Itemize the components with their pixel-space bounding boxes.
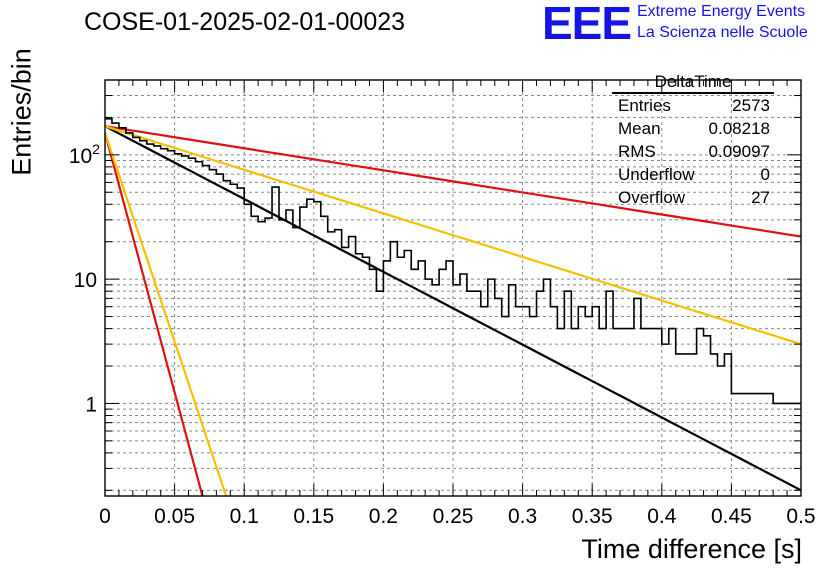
- stats-row-overflow: Overflow 27: [612, 186, 774, 209]
- fit-curve: [104, 125, 802, 492]
- x-tick-label: 0.5: [786, 505, 815, 528]
- y-axis-label: Entries/bin: [6, 48, 37, 176]
- x-axis-label: Time difference [s]: [581, 534, 802, 564]
- x-tick-label: 0.4: [647, 505, 677, 528]
- fit-curves: [103, 125, 802, 497]
- stats-label: Underflow: [618, 165, 695, 184]
- fit-curve: [104, 125, 802, 346]
- stats-label: Entries: [618, 96, 671, 115]
- y-tick-labels: 1 10 102: [69, 141, 100, 417]
- x-tick-label: 0.35: [572, 505, 613, 528]
- stats-value: 0.08218: [708, 119, 770, 138]
- stats-label: Overflow: [618, 188, 686, 207]
- histogram-line: [105, 117, 801, 405]
- stats-value: 2573: [732, 96, 770, 115]
- x-tick-label: 0.05: [154, 505, 195, 528]
- y-tick-label: 1: [85, 393, 97, 416]
- stats-value: 0.09097: [708, 142, 770, 161]
- stats-row-entries: Entries 2573: [612, 94, 774, 117]
- stats-title: DeltaTime: [612, 72, 774, 94]
- x-tick-labels: 0 0.05 0.1 0.15 0.2 0.25 0.3 0.35 0.4 0.45 0.5: [99, 505, 815, 528]
- fit-curve: [104, 125, 802, 238]
- fit-curve: [103, 132, 228, 497]
- y-tick-label: 10: [74, 269, 97, 292]
- x-tick-label: 0: [99, 505, 111, 528]
- axis-ticks: [104, 79, 802, 496]
- logo-subtitle-2: La Scienza nelle Scuole: [637, 24, 808, 41]
- stats-row-rms: RMS 0.09097: [612, 140, 774, 163]
- histogram-series: [105, 117, 801, 405]
- eee-logo: EEE: [542, 0, 632, 49]
- logo-subtitle-1: Extreme Energy Events: [637, 3, 806, 20]
- x-tick-label: 0.3: [508, 505, 537, 528]
- plot-title: COSE-01-2025-02-01-00023: [84, 8, 406, 36]
- stats-row-underflow: Underflow 0: [612, 163, 774, 186]
- stats-label: RMS: [618, 142, 656, 161]
- stats-value: 0: [760, 165, 770, 184]
- stats-value: 27: [751, 188, 770, 207]
- stats-row-mean: Mean 0.08218: [612, 117, 774, 140]
- y-tick-label: 102: [69, 141, 100, 168]
- x-tick-label: 0.2: [369, 505, 398, 528]
- x-tick-label: 0.15: [293, 505, 334, 528]
- x-tick-label: 0.1: [230, 505, 259, 528]
- stats-label: Mean: [618, 119, 661, 138]
- fit-curve: [103, 132, 204, 497]
- stats-box: DeltaTime Entries 2573 Mean 0.08218 RMS …: [612, 72, 774, 209]
- x-tick-label: 0.25: [433, 505, 474, 528]
- x-tick-label: 0.45: [711, 505, 752, 528]
